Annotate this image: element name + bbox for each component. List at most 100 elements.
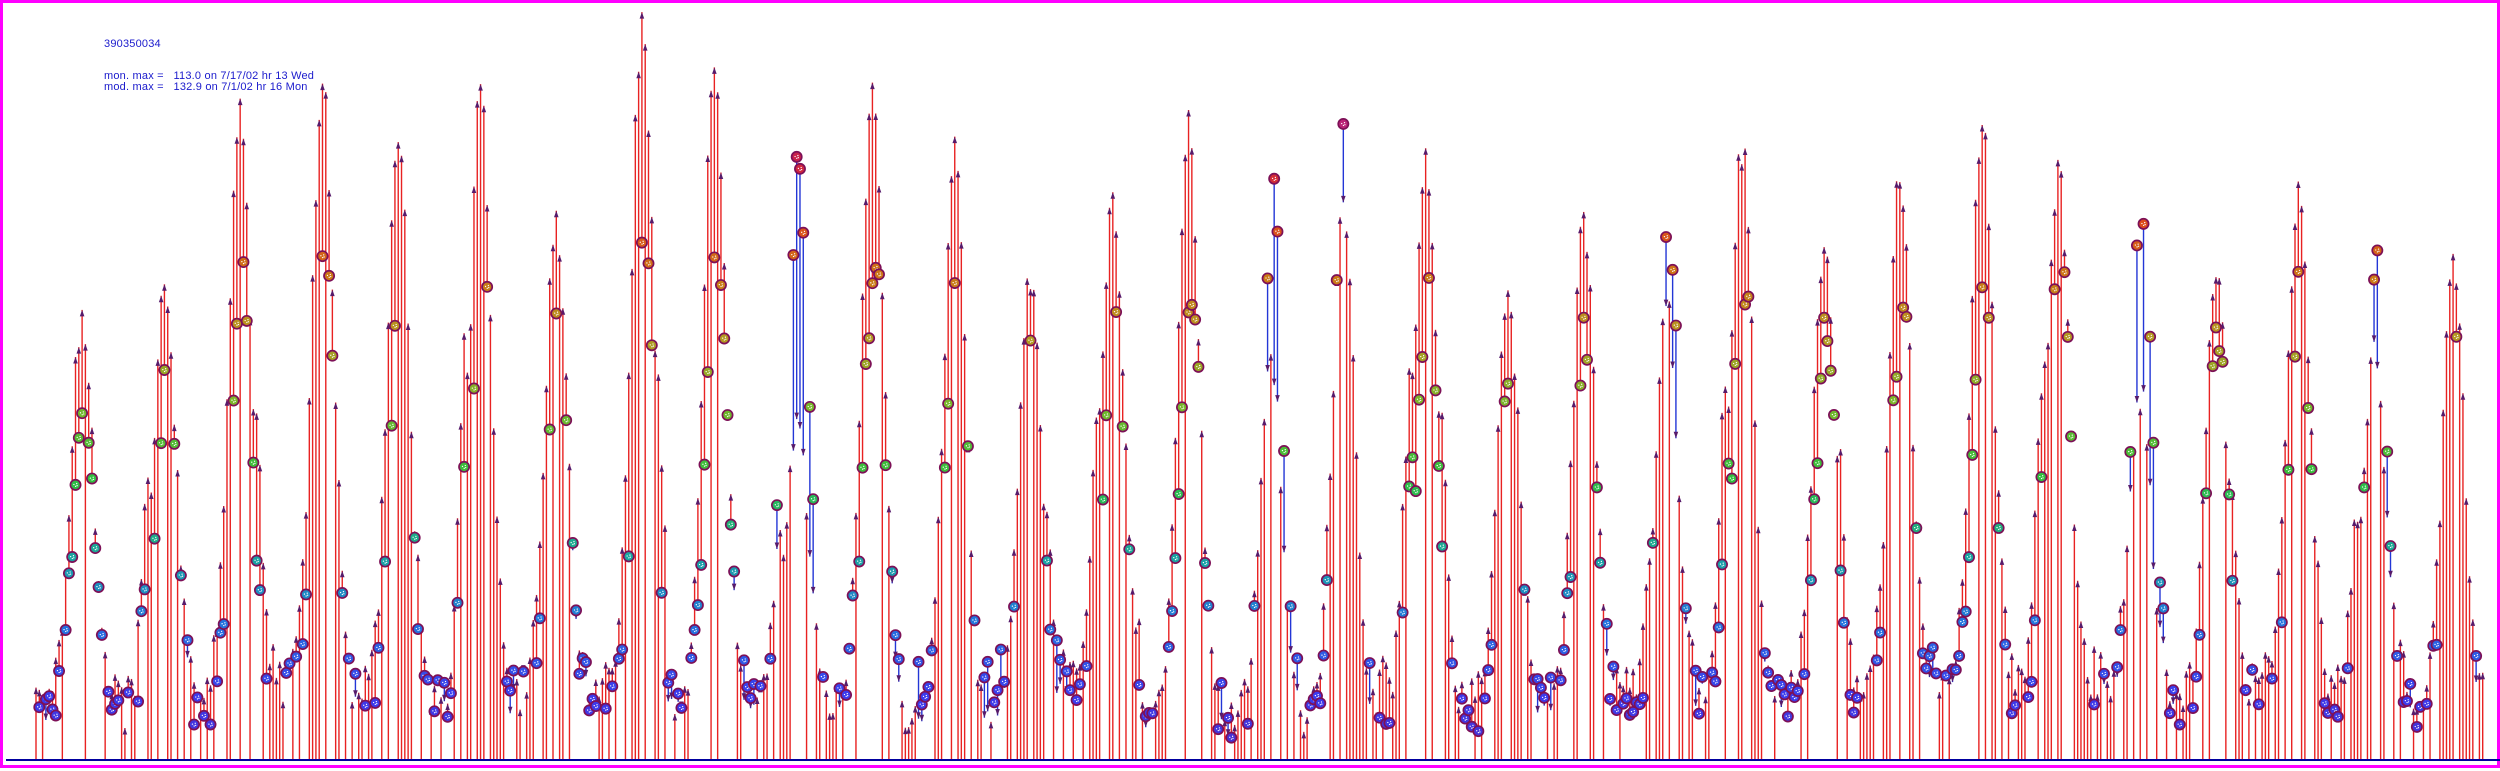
obs-marker-dot	[796, 157, 798, 160]
model-arrow-icon	[1143, 720, 1149, 728]
obs-marker-dot	[1968, 557, 1970, 560]
obs-marker-dot	[1673, 269, 1675, 272]
model-arrow-icon	[369, 649, 375, 657]
obs-marker	[421, 673, 434, 686]
model-arrow-icon	[2016, 664, 2021, 672]
obs-marker	[1956, 616, 1969, 628]
obs-marker	[1646, 536, 1659, 549]
obs-marker-dot	[391, 426, 393, 428]
model-arrow-icon	[738, 665, 744, 672]
obs-marker	[1199, 557, 1211, 569]
model-arrow-icon	[1476, 671, 1481, 678]
model-arrow-icon	[122, 728, 128, 735]
obs-marker	[994, 643, 1007, 656]
obs-marker-dot	[509, 691, 511, 693]
obs-marker	[1814, 372, 1827, 385]
model-arrow-icon	[244, 202, 250, 210]
obs-marker	[135, 605, 148, 618]
obs-marker-dot	[1567, 591, 1570, 593]
obs-marker-dot	[1606, 624, 1608, 626]
obs-marker-dot	[2170, 713, 2173, 715]
obs-marker-dot	[2104, 671, 2106, 674]
obs-marker-dot	[668, 680, 671, 682]
obs-marker-dot	[1541, 685, 1543, 688]
obs-marker-dot	[1851, 711, 1853, 713]
obs-marker-dot	[2167, 712, 2169, 714]
obs-marker-dot	[573, 540, 575, 543]
model-arrow-icon	[2025, 637, 2031, 644]
obs-marker-dot	[1281, 449, 1284, 452]
obs-marker-dot	[681, 705, 684, 708]
model-arrow-icon	[1696, 687, 1702, 695]
obs-marker	[1064, 684, 1076, 697]
obs-marker-dot	[216, 682, 218, 684]
model-arrow-icon	[382, 429, 388, 436]
model-arrow-icon	[353, 690, 358, 697]
model-arrow-icon	[1159, 684, 1165, 692]
obs-marker-dot	[1561, 680, 1563, 682]
obs-marker-dot	[2055, 289, 2057, 291]
obs-marker-dot	[1620, 702, 1623, 704]
obs-marker	[533, 612, 546, 625]
obs-marker-dot	[2229, 492, 2231, 494]
obs-marker-dot	[692, 658, 694, 660]
obs-marker-dot	[857, 560, 859, 562]
model-arrow-icon	[721, 263, 727, 270]
obs-marker	[76, 407, 89, 420]
obs-marker-dot	[259, 590, 261, 593]
obs-marker	[1110, 306, 1123, 318]
obs-marker-dot	[1252, 604, 1254, 607]
obs-marker-dot	[932, 648, 934, 650]
obs-marker-dot	[1054, 639, 1056, 641]
obs-marker	[2282, 463, 2295, 476]
model-arrow-icon	[297, 605, 302, 612]
obs-marker	[1679, 602, 1692, 615]
obs-marker-dot	[1273, 179, 1275, 181]
model-arrow-icon	[484, 205, 490, 212]
obs-marker-dot	[1128, 550, 1131, 552]
model-arrow-icon	[2200, 497, 2206, 504]
obs-marker-dot	[1074, 698, 1076, 701]
obs-marker-dot	[1617, 710, 1619, 712]
obs-marker	[1590, 481, 1603, 494]
obs-marker	[1554, 674, 1567, 687]
obs-marker-dot	[2169, 714, 2171, 716]
obs-marker-dot	[1000, 650, 1002, 652]
obs-marker-dot	[2012, 713, 2015, 715]
obs-marker-dot	[2147, 335, 2150, 337]
model-arrow-icon	[1680, 566, 1685, 573]
obs-marker-dot	[2072, 436, 2074, 438]
obs-marker-dot	[204, 715, 207, 718]
model-arrow-icon	[2342, 677, 2347, 684]
model-arrow-icon	[942, 353, 948, 361]
obs-marker	[2186, 702, 2199, 714]
model-arrow-icon	[2042, 361, 2048, 369]
obs-marker-dot	[1485, 669, 1488, 671]
obs-marker	[1910, 522, 1923, 534]
obs-marker	[2331, 710, 2344, 723]
obs-marker-dot	[2093, 705, 2095, 707]
model-arrow-icon	[395, 142, 401, 149]
obs-marker-dot	[510, 688, 513, 691]
obs-marker-dot	[163, 370, 166, 373]
obs-marker	[1241, 717, 1254, 730]
obs-marker-dot	[647, 264, 650, 266]
obs-marker-dot	[2121, 630, 2123, 632]
model-arrow-icon	[2062, 249, 2067, 257]
obs-marker-dot	[702, 565, 704, 567]
model-arrow-icon	[1825, 256, 1830, 264]
obs-marker-dot	[1191, 305, 1193, 308]
obs-marker-dot	[2396, 656, 2398, 659]
model-arrow-icon	[2312, 535, 2318, 543]
obs-marker-dot	[1815, 499, 1817, 501]
obs-marker	[2223, 488, 2236, 501]
obs-marker-dot	[973, 621, 976, 623]
obs-marker-dot	[1943, 674, 1945, 676]
obs-marker	[1712, 621, 1725, 634]
model-arrow-icon	[224, 399, 230, 406]
obs-marker-dot	[2128, 450, 2130, 453]
obs-marker-dot	[1719, 627, 1721, 629]
obs-marker-dot	[1194, 320, 1196, 322]
model-arrow-icon	[534, 594, 539, 602]
obs-marker-dot	[1275, 230, 1277, 232]
